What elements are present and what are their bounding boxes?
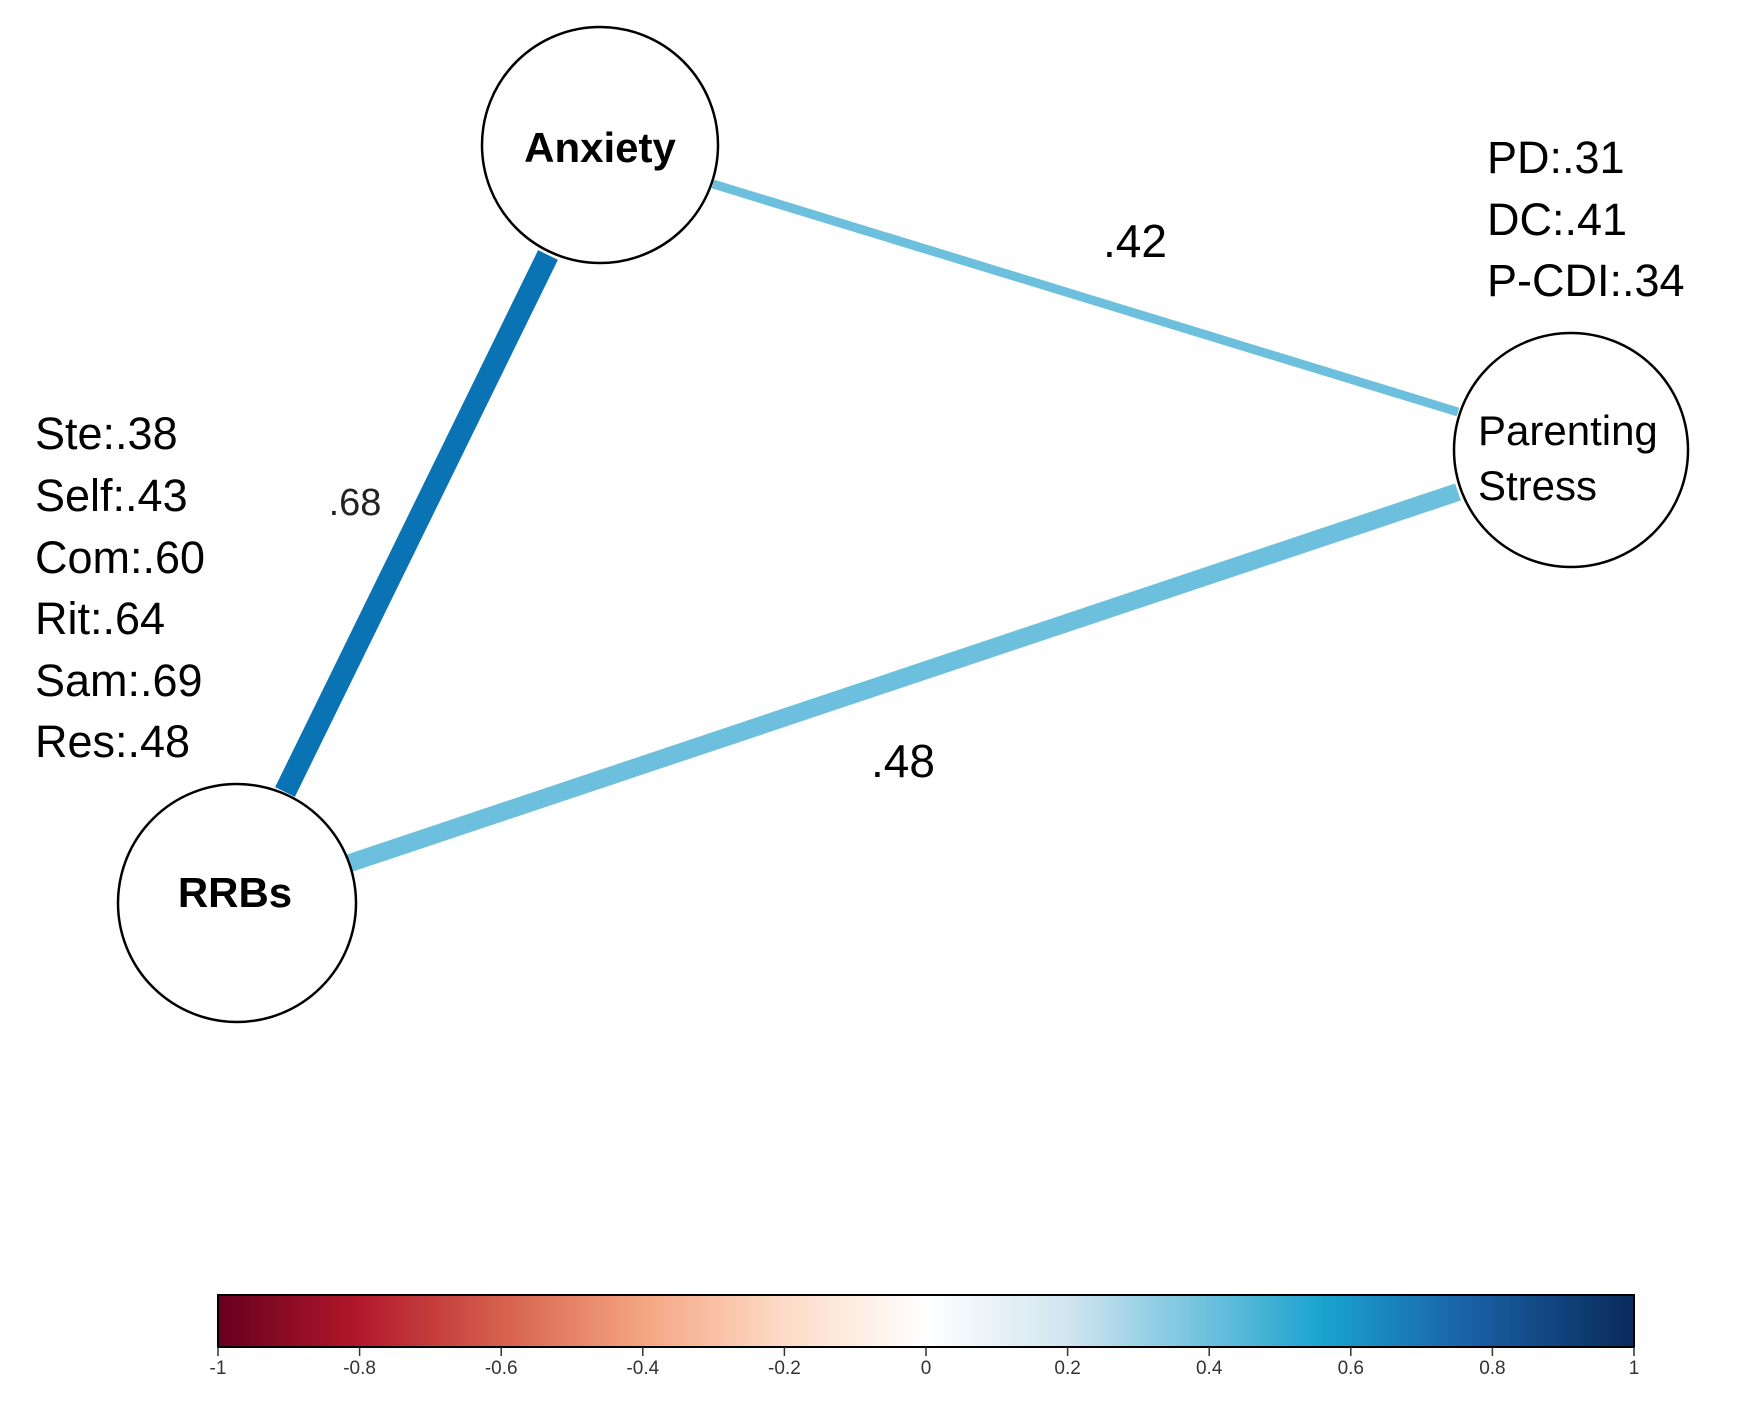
colorbar-tick-label: -0.6 <box>485 1358 518 1379</box>
loading-com: Com:.60 <box>35 532 205 583</box>
edge-label-rrbs-parenting: .48 <box>871 735 935 787</box>
node-rrbs: RRBs <box>116 782 358 1024</box>
node-label-anxiety: Anxiety <box>524 124 676 171</box>
colorbar-tick-label: -0.8 <box>343 1358 376 1379</box>
colorbar-tick-label: 0 <box>921 1358 932 1379</box>
edge-rrbs-anxiety <box>275 250 558 797</box>
node-label-rrbs: RRBs <box>178 869 292 916</box>
loading-sam: Sam:.69 <box>35 655 203 706</box>
rrbs-loadings: Ste:.38 Self:.43 Com:.60 Rit:.64 Sam:.69… <box>35 408 205 767</box>
loading-res: Res:.48 <box>35 716 190 767</box>
node-anxiety: Anxiety <box>480 25 720 265</box>
loading-dc: DC:.41 <box>1487 194 1627 245</box>
loading-self: Self:.43 <box>35 470 188 521</box>
loading-rit: Rit:.64 <box>35 593 165 644</box>
colorbar-tick-label: 0.4 <box>1196 1358 1223 1379</box>
colorbar-gradient <box>217 1294 1635 1348</box>
loading-pd: PD:.31 <box>1487 132 1625 183</box>
node-label-stress: Stress <box>1478 462 1597 509</box>
edge-anxiety-parenting <box>711 179 1460 417</box>
colorbar-tick-label: -0.2 <box>768 1358 801 1379</box>
edge-label-rrbs-anxiety: .68 <box>329 482 382 524</box>
edge-label-anxiety-parenting: .42 <box>1103 215 1167 267</box>
edge-rrbs-parenting <box>347 483 1461 872</box>
colorbar-tick-label: 1 <box>1629 1358 1640 1379</box>
loading-pcdi: P-CDI:.34 <box>1487 255 1685 306</box>
colorbar: -1 -0.8 -0.6 -0.4 -0.2 0 0.2 0.4 0.6 0.8 1 <box>210 1294 1640 1379</box>
colorbar-tick-label: 0.2 <box>1054 1358 1080 1379</box>
colorbar-tick-label: 0.6 <box>1338 1358 1364 1379</box>
colorbar-tick-label: -0.4 <box>626 1358 659 1379</box>
node-label-parenting: Parenting <box>1478 407 1658 454</box>
parenting-loadings: PD:.31 DC:.41 P-CDI:.34 <box>1487 132 1685 306</box>
colorbar-tick-label: 0.8 <box>1479 1358 1505 1379</box>
loading-ste: Ste:.38 <box>35 408 178 459</box>
node-parenting-stress: Parenting Stress <box>1452 331 1690 569</box>
colorbar-ticks: -1 -0.8 -0.6 -0.4 -0.2 0 0.2 0.4 0.6 0.8 1 <box>210 1347 1640 1379</box>
colorbar-tick-label: -1 <box>210 1358 227 1379</box>
